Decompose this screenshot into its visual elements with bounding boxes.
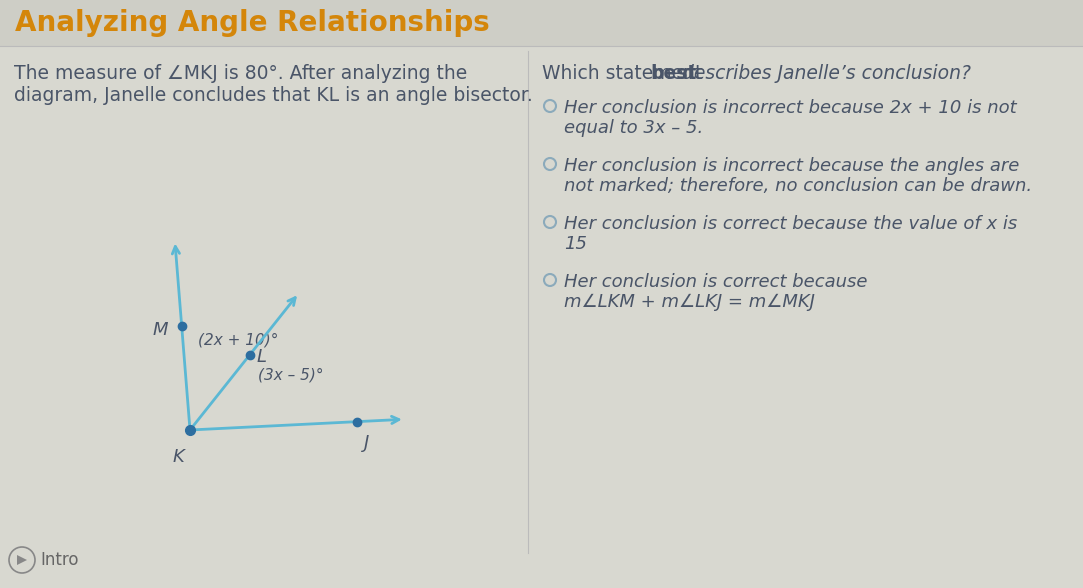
Text: Her conclusion is correct because the value of x is: Her conclusion is correct because the va… [564, 215, 1017, 233]
Text: L: L [257, 348, 266, 366]
Text: Her conclusion is incorrect because 2x + 10 is not: Her conclusion is incorrect because 2x +… [564, 99, 1017, 117]
Text: not marked; therefore, no conclusion can be drawn.: not marked; therefore, no conclusion can… [564, 177, 1032, 195]
Text: J: J [364, 433, 368, 452]
Text: (3x – 5)°: (3x – 5)° [258, 368, 324, 383]
Text: equal to 3x – 5.: equal to 3x – 5. [564, 119, 703, 137]
Text: The measure of ∠MKJ is 80°. After analyzing the: The measure of ∠MKJ is 80°. After analyz… [14, 64, 467, 83]
Text: M: M [153, 321, 168, 339]
Text: m∠LKM + m∠LKJ = m∠MKJ: m∠LKM + m∠LKJ = m∠MKJ [564, 293, 814, 311]
Text: Her conclusion is correct because: Her conclusion is correct because [564, 273, 867, 291]
Text: Intro: Intro [40, 551, 78, 569]
Text: 15: 15 [564, 235, 587, 253]
Text: Analyzing Angle Relationships: Analyzing Angle Relationships [15, 9, 490, 37]
Text: describes Janelle’s conclusion?: describes Janelle’s conclusion? [676, 64, 971, 83]
Text: (2x + 10)°: (2x + 10)° [198, 332, 278, 348]
Bar [0, 0, 1083, 46]
Text: Which statement: Which statement [542, 64, 708, 83]
Text: Her conclusion is incorrect because the angles are: Her conclusion is incorrect because the … [564, 157, 1019, 175]
Text: K: K [172, 448, 184, 466]
Text: diagram, Janelle concludes that ‪KL‬ is an angle bisector.: diagram, Janelle concludes that ‪KL‬ is … [14, 86, 533, 105]
Text: best: best [650, 64, 696, 83]
Polygon shape [17, 555, 27, 565]
